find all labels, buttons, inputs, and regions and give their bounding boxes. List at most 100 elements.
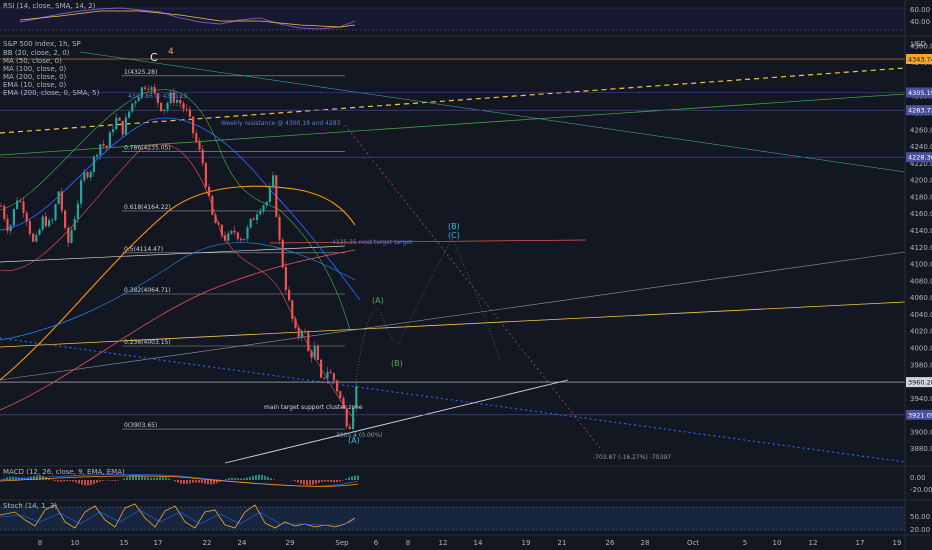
macd-bar bbox=[63, 480, 65, 482]
candle-body bbox=[147, 89, 150, 90]
macd-bar bbox=[135, 474, 137, 480]
candle-body bbox=[307, 331, 310, 352]
yellow-support-trendline bbox=[0, 301, 906, 348]
macd-bar bbox=[24, 477, 26, 480]
candle-body bbox=[153, 87, 156, 94]
rsi-tick-60: 60.00 bbox=[910, 6, 930, 14]
candle-body bbox=[172, 92, 175, 103]
price-tags: 4343.74 4305.19 4283.73 4228.36 3960.28 3921.… bbox=[906, 54, 932, 420]
macd-bar bbox=[177, 480, 179, 483]
time-tick-9: 8 bbox=[406, 539, 410, 547]
macd-bar bbox=[315, 480, 317, 484]
time-axis[interactable]: 8 10 15 17 22 24 29 Sep 6 8 12 14 19 21 26 28 Oct 5 10 12 17… bbox=[38, 539, 902, 547]
price-tag-bg-0 bbox=[906, 54, 932, 64]
macd-bar bbox=[60, 480, 62, 482]
candle-body bbox=[227, 233, 230, 241]
candle-body bbox=[332, 373, 335, 381]
price-tag-2: 4283.73 bbox=[908, 107, 932, 115]
time-tick-21: 19 bbox=[893, 539, 902, 547]
macd-bar bbox=[156, 477, 158, 480]
candle-body bbox=[28, 221, 31, 234]
study-ma50[interactable]: MA (50, close, 0) bbox=[3, 57, 62, 65]
white-horizontal-line bbox=[0, 245, 346, 263]
price-tick-10: 4140.00 bbox=[910, 227, 932, 235]
time-tick-2: 15 bbox=[120, 539, 129, 547]
stoch-pane: Stoch (14, 1, 3) 50.00 20.00 bbox=[0, 499, 932, 534]
candle-body bbox=[342, 398, 345, 409]
price-tick-9: 4160.00 bbox=[910, 210, 932, 218]
macd-bar bbox=[48, 478, 50, 480]
stoch-legend[interactable]: Stoch (14, 1, 3) bbox=[3, 502, 57, 510]
study-ma100[interactable]: MA (100, close, 0) bbox=[3, 65, 67, 73]
rsi-legend[interactable]: RSI (14, close, SMA, 14, 2) bbox=[3, 2, 96, 10]
candle-body bbox=[67, 227, 70, 243]
study-ema200[interactable]: EMA (200, close, 0, SMA, 5) bbox=[3, 89, 100, 97]
candle-body bbox=[112, 129, 115, 133]
resistance-annotation: Weekly resistance @ 4300.19 and 4283 bbox=[221, 120, 341, 127]
macd-bar bbox=[183, 480, 185, 484]
candle-body bbox=[44, 216, 47, 227]
macd-bar bbox=[6, 477, 8, 480]
wave-label-c-target: (C) bbox=[448, 231, 460, 240]
macd-bar bbox=[309, 480, 311, 486]
candle-body bbox=[108, 132, 111, 148]
price-axis[interactable]: 4360.004340.004300.004280.004260.004240.… bbox=[910, 40, 932, 453]
candle-body bbox=[297, 328, 300, 338]
price-tick-11: 4120.00 bbox=[910, 244, 932, 252]
currency-label: USD bbox=[911, 40, 926, 48]
price-tag-bg-2 bbox=[906, 105, 932, 116]
candle-body bbox=[48, 220, 51, 227]
study-ema10[interactable]: EMA (10, close, 0) bbox=[3, 81, 66, 89]
time-tick-6: 29 bbox=[286, 539, 295, 547]
symbol-legend[interactable]: S&P 500 Index, 1h, SP bbox=[3, 40, 81, 48]
candle-body bbox=[25, 212, 28, 222]
macd-bar bbox=[195, 480, 197, 483]
macd-bar bbox=[138, 475, 140, 480]
candle-body bbox=[240, 238, 243, 241]
wave-label-4: 4 bbox=[168, 47, 174, 57]
macd-bar bbox=[228, 478, 230, 480]
candle-body bbox=[118, 117, 121, 121]
time-tick-20: 17 bbox=[856, 539, 865, 547]
macd-bar bbox=[99, 480, 101, 482]
macd-bar bbox=[162, 477, 164, 480]
time-tick-12: 19 bbox=[522, 539, 531, 547]
macd-bar bbox=[3, 478, 5, 480]
study-ma200[interactable]: MA (200, close, 0) bbox=[3, 73, 67, 81]
macd-bar bbox=[318, 480, 320, 483]
next-target-line bbox=[269, 239, 587, 244]
candle-body bbox=[275, 175, 278, 217]
macd-bar bbox=[258, 474, 260, 480]
price-tick-22: 3900.00 bbox=[910, 428, 932, 436]
price-tag-0: 4343.74 bbox=[908, 56, 932, 64]
candle-body bbox=[54, 204, 57, 220]
price-tick-0: 4360.00 bbox=[910, 42, 932, 50]
time-tick-15: 28 bbox=[641, 539, 650, 547]
macd-bar bbox=[75, 480, 77, 483]
macd-bar bbox=[15, 476, 17, 480]
price-tick-15: 4040.00 bbox=[910, 311, 932, 319]
macd-bar bbox=[336, 480, 338, 483]
fib-label-1: 0.786(4235.05) bbox=[124, 144, 171, 151]
legend-block: S&P 500 Index, 1h, SP BB (20, close, 2, … bbox=[3, 40, 100, 97]
stoch-tick-50: 50.00 bbox=[910, 513, 930, 521]
price-tick-18: 3980.00 bbox=[910, 361, 932, 369]
wave-label-b-target: (B) bbox=[448, 222, 460, 231]
macd-bar bbox=[312, 480, 314, 485]
study-bb[interactable]: BB (20, close, 2, 0) bbox=[3, 49, 70, 57]
macd-legend[interactable]: MACD (12, 26, close, 9, EMA, EMA) bbox=[3, 468, 125, 476]
macd-bar bbox=[141, 475, 143, 480]
macd-bar bbox=[303, 480, 305, 485]
macd-bar bbox=[204, 480, 206, 484]
time-tick-8: 6 bbox=[374, 539, 379, 547]
red-projection-line bbox=[344, 124, 601, 449]
candle-body bbox=[176, 99, 179, 103]
candle-body bbox=[281, 239, 284, 268]
candle-body bbox=[320, 359, 323, 378]
fib-label-5: 0.236(4003.15) bbox=[124, 339, 171, 346]
candle-body bbox=[268, 187, 271, 202]
time-tick-4: 22 bbox=[203, 539, 212, 547]
time-tick-16: Oct bbox=[687, 539, 699, 547]
macd-bar bbox=[90, 480, 92, 485]
candle-body bbox=[96, 155, 99, 157]
